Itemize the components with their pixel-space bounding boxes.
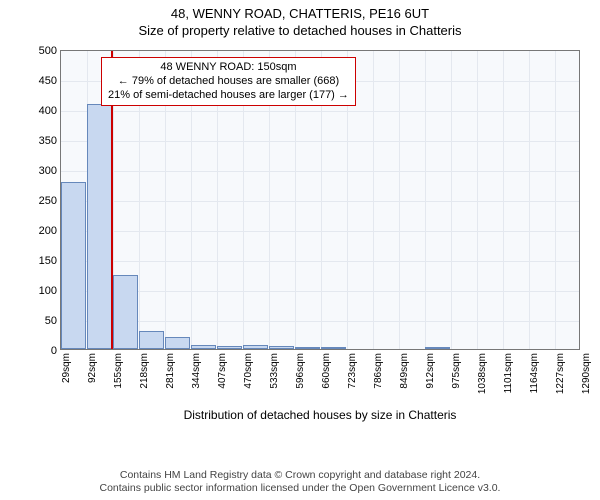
histogram-bar bbox=[191, 345, 216, 349]
x-tick-label: 470sqm bbox=[243, 353, 254, 389]
x-tick-label: 723sqm bbox=[347, 353, 358, 389]
chart-container: Number of detached properties 0501001502… bbox=[0, 40, 600, 430]
y-tick-label: 400 bbox=[39, 105, 57, 117]
histogram-bar bbox=[425, 347, 450, 349]
histogram-bar bbox=[243, 345, 268, 349]
x-tick-label: 1101sqm bbox=[503, 353, 514, 393]
y-tick-label: 100 bbox=[39, 285, 57, 297]
y-tick-label: 0 bbox=[51, 345, 57, 357]
annotation-line3: 21% of semi-detached houses are larger (… bbox=[108, 89, 349, 103]
grid-line-v bbox=[503, 51, 504, 349]
y-tick-label: 350 bbox=[39, 135, 57, 147]
histogram-bar bbox=[87, 104, 112, 349]
x-tick-label: 281sqm bbox=[165, 353, 176, 389]
x-tick-label: 849sqm bbox=[399, 353, 410, 389]
histogram-bar bbox=[295, 347, 320, 349]
histogram-bar bbox=[269, 346, 294, 349]
x-tick-label: 1164sqm bbox=[529, 353, 540, 393]
annotation-box: 48 WENNY ROAD: 150sqm ← 79% of detached … bbox=[101, 57, 356, 106]
histogram-bar bbox=[139, 331, 164, 349]
title-subtitle: Size of property relative to detached ho… bbox=[0, 23, 600, 38]
y-tick-label: 500 bbox=[39, 45, 57, 57]
annotation-line1: 48 WENNY ROAD: 150sqm bbox=[108, 61, 349, 75]
footer-attribution: Contains HM Land Registry data © Crown c… bbox=[0, 469, 600, 496]
histogram-bar bbox=[61, 182, 86, 349]
grid-line-v bbox=[451, 51, 452, 349]
footer-line2: Contains public sector information licen… bbox=[0, 482, 600, 496]
x-tick-label: 533sqm bbox=[269, 353, 280, 389]
chart-titles: 48, WENNY ROAD, CHATTERIS, PE16 6UT Size… bbox=[0, 0, 600, 38]
y-tick-label: 150 bbox=[39, 255, 57, 267]
grid-line-v bbox=[425, 51, 426, 349]
x-axis-label: Distribution of detached houses by size … bbox=[60, 408, 580, 422]
y-tick-label: 450 bbox=[39, 75, 57, 87]
x-tick-label: 1227sqm bbox=[555, 353, 566, 394]
grid-line-v bbox=[373, 51, 374, 349]
x-tick-label: 407sqm bbox=[217, 353, 228, 389]
x-tick-label: 218sqm bbox=[139, 353, 150, 389]
grid-line-v bbox=[399, 51, 400, 349]
y-tick-label: 250 bbox=[39, 195, 57, 207]
x-tick-label: 29sqm bbox=[61, 353, 72, 383]
grid-line-v bbox=[555, 51, 556, 349]
x-tick-label: 786sqm bbox=[373, 353, 384, 389]
x-tick-label: 155sqm bbox=[113, 353, 124, 389]
title-address: 48, WENNY ROAD, CHATTERIS, PE16 6UT bbox=[0, 6, 600, 21]
y-tick-label: 50 bbox=[45, 315, 57, 327]
x-tick-label: 344sqm bbox=[191, 353, 202, 389]
x-tick-label: 660sqm bbox=[321, 353, 332, 389]
histogram-bar bbox=[113, 275, 138, 349]
histogram-bar bbox=[321, 347, 346, 349]
x-tick-label: 912sqm bbox=[425, 353, 436, 389]
footer-line1: Contains HM Land Registry data © Crown c… bbox=[0, 469, 600, 483]
x-tick-label: 1038sqm bbox=[477, 353, 488, 394]
histogram-bar bbox=[165, 337, 190, 349]
x-tick-label: 596sqm bbox=[295, 353, 306, 389]
y-tick-label: 200 bbox=[39, 225, 57, 237]
plot-area: 05010015020025030035040045050029sqm92sqm… bbox=[60, 50, 580, 350]
y-tick-label: 300 bbox=[39, 165, 57, 177]
x-tick-label: 92sqm bbox=[87, 353, 98, 383]
grid-line-v bbox=[477, 51, 478, 349]
histogram-bar bbox=[217, 346, 242, 349]
annotation-line2: ← 79% of detached houses are smaller (66… bbox=[108, 75, 349, 89]
grid-line-v bbox=[529, 51, 530, 349]
x-tick-label: 975sqm bbox=[451, 353, 462, 389]
x-tick-label: 1290sqm bbox=[581, 353, 592, 394]
